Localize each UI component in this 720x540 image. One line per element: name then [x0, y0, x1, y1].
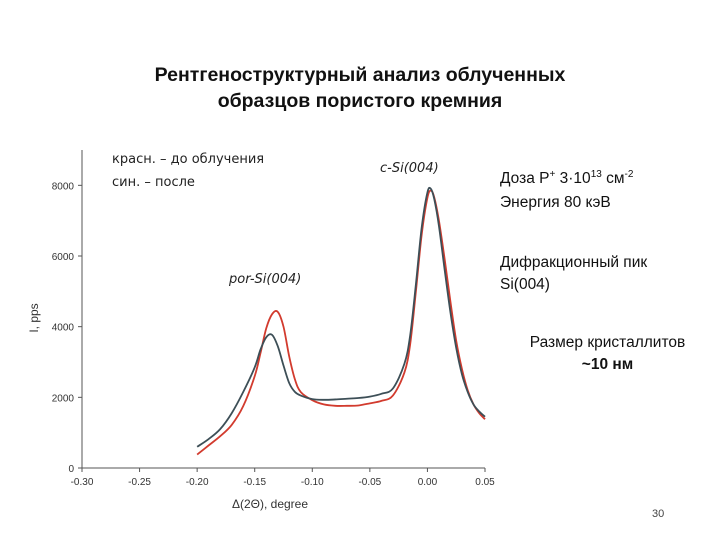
x-tick-label: -0.25 [128, 477, 151, 488]
slide-title: Рентгеноструктурный анализ облученных об… [60, 62, 660, 114]
dose-value: 3·10 [555, 170, 591, 188]
series-layer [196, 186, 486, 456]
series-line-before [196, 189, 486, 456]
y-tick-label: 2000 [52, 393, 75, 404]
x-ticks: -0.30 -0.25 -0.20 -0.15 -0.10 -0.05 0.00 0.05 [71, 468, 495, 488]
x-tick-label: 0.05 [475, 477, 495, 488]
dose-text: Доза Р+ 3·1013 см-2 [500, 164, 633, 190]
crystallite-size-text: Размер кристаллитов ~10 нм [500, 332, 715, 376]
x-tick-label: -0.30 [71, 477, 94, 488]
y-tick-label: 4000 [52, 323, 75, 334]
x-tick-label: -0.15 [243, 477, 266, 488]
y-tick-label: 6000 [52, 252, 75, 263]
diffraction-line-1: Дифракционный пик [500, 254, 648, 271]
dose-unit: см [601, 170, 625, 188]
crystallite-line-1: Размер кристаллитов [529, 334, 686, 351]
diffraction-line-2: Si(004) [500, 276, 550, 293]
crystallite-line-2: ~10 нм [581, 356, 634, 373]
x-tick-label: -0.10 [301, 477, 324, 488]
dose-exponent: 13 [590, 169, 602, 180]
y-tick-label: 0 [68, 464, 74, 475]
dose-prefix: Доза Р [500, 170, 550, 188]
page-number: 30 [652, 508, 665, 520]
x-axis-label: Δ(2Θ), degree [232, 497, 308, 511]
y-tick-label: 8000 [52, 181, 75, 192]
title-line-2: образцов пористого кремния [217, 90, 503, 112]
title-line-1: Рентгеноструктурный анализ облученных [154, 64, 566, 86]
peak-label-csi: c-Si(004) [380, 161, 439, 176]
energy-text: Энергия 80 кэВ [500, 194, 611, 211]
legend-after-label: син. – после [112, 175, 195, 190]
x-tick-label: -0.20 [186, 477, 209, 488]
legend-before-label: красн. – до облучения [112, 152, 264, 167]
y-ticks: 0 2000 4000 6000 8000 [52, 181, 82, 475]
peak-label-porsi: por-Si(004) [228, 272, 301, 287]
series-line-after [196, 186, 486, 448]
diffraction-peak-text: Дифракционный пик Si(004) [500, 252, 647, 296]
dose-ion-charge: + [549, 169, 556, 180]
dose-unit-exponent: -2 [624, 169, 634, 180]
x-tick-label: -0.05 [358, 477, 381, 488]
x-tick-label: 0.00 [418, 477, 438, 488]
y-axis-label: I, pps [27, 303, 41, 332]
